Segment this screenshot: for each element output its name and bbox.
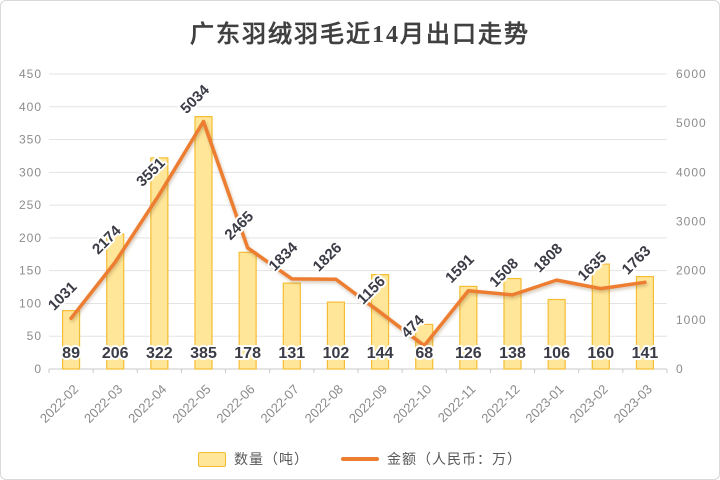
x-axis-category-label: 2022-05 [169,382,213,426]
left-axis-tick-label: 100 [19,296,42,310]
x-axis-category-label: 2022-12 [478,382,522,426]
left-axis-tick-label: 450 [19,67,42,81]
bar [194,116,213,370]
x-axis-category-label: 2022-04 [125,382,169,426]
left-axis-tick-label: 250 [19,198,42,212]
line-value-label: 1763 [619,243,655,279]
x-axis-category-label: 2023-01 [522,382,566,426]
right-axis-tick-label: 4000 [676,165,707,179]
legend-label-amount: 金额（人民币：万） [387,451,522,467]
left-axis-tick-label: 50 [27,329,42,343]
bar-value-label: 144 [367,345,394,362]
bar [547,298,566,370]
bar-value-label: 89 [62,345,80,362]
line-value-label: 1591 [442,251,478,287]
line-value-label: 1031 [45,279,81,315]
bar [503,277,522,370]
right-axis-tick-label: 1000 [676,313,707,327]
bar-value-label: 102 [323,345,350,362]
bar-value-label: 131 [278,345,305,362]
bar [370,274,390,370]
bar [61,310,81,370]
bar [238,251,257,370]
right-axis-tick-label: 6000 [676,67,707,81]
bar [326,301,346,370]
left-axis-tick-label: 150 [19,264,42,278]
line-value-label: 1826 [310,239,346,275]
right-axis-tick-label: 0 [676,362,684,376]
line-series-swatch-icon [341,457,379,461]
bar [150,157,169,370]
right-axis-tick-label: 2000 [676,264,707,278]
bar-series-swatch-icon [198,451,226,467]
x-axis-category-label: 2022-07 [258,382,302,426]
left-axis-tick-label: 300 [19,165,42,179]
bar-value-label: 385 [190,345,217,362]
x-axis-category-label: 2022-03 [81,382,125,426]
bar-value-label: 322 [146,345,173,362]
bar-value-label: 160 [587,345,614,362]
x-axis-category-label: 2022-06 [213,382,257,426]
x-axis-category-label: 2022-10 [390,382,434,426]
x-axis-category-label: 2023-03 [611,382,655,426]
bar-value-label: 126 [455,345,482,362]
left-axis-tick-label: 350 [19,133,42,147]
bar-value-label: 141 [632,345,659,362]
line-series [69,119,647,348]
bar [635,275,655,370]
chart-title: 广东羽绒羽毛近14月出口走势 [190,22,530,48]
legend: 数量（吨） 金额（人民币：万） [0,448,720,470]
bar [591,263,610,370]
bar-value-label: 178 [234,345,261,362]
right-axis-tick-label: 5000 [676,116,707,130]
bar-value-label: 206 [102,345,129,362]
bar [459,285,478,370]
bar-value-label: 68 [415,345,433,362]
x-axis-category-label: 2022-02 [37,382,81,426]
line-value-label: 1834 [266,239,302,275]
bar-value-label: 138 [499,345,526,362]
x-axis-category-label: 2022-08 [302,382,346,426]
right-axis-tick-label: 3000 [676,215,707,229]
line-value-label: 5034 [177,81,213,117]
x-axis-category-label: 2022-11 [435,382,479,426]
left-axis-tick-label: 400 [19,100,42,114]
bar [282,282,301,370]
left-axis-tick-label: 200 [19,231,42,245]
legend-label-quantity: 数量（吨） [234,451,309,467]
x-axis-category-label: 2022-09 [346,382,390,426]
x-axis-category-label: 2023-02 [567,382,611,426]
left-axis-tick-label: 0 [34,362,42,376]
bar-value-label: 106 [543,345,570,362]
